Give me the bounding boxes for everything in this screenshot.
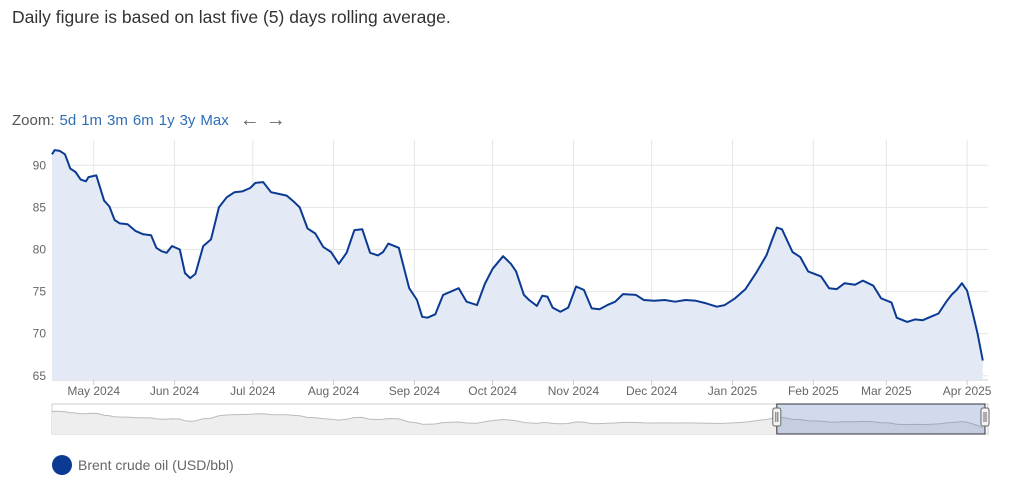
x-tick-label: Mar 2025 <box>861 384 912 398</box>
zoom-label: Zoom: <box>12 111 55 129</box>
navigator-series-fill <box>52 411 988 434</box>
y-tick-label: 85 <box>33 200 47 214</box>
legend-marker-icon <box>52 455 72 475</box>
y-tick-label: 75 <box>33 285 47 299</box>
y-tick-label: 80 <box>33 242 47 256</box>
y-tick-label: 65 <box>33 369 47 383</box>
y-tick-label: 90 <box>33 158 47 172</box>
x-tick-label: Feb 2025 <box>788 384 839 398</box>
y-tick-label: 70 <box>33 327 47 341</box>
zoom-1y-button[interactable]: 1y <box>158 111 175 129</box>
navigator-series-line <box>51 410 983 429</box>
zoom-max-button[interactable]: Max <box>200 111 229 129</box>
x-tick-label: May 2024 <box>67 384 120 398</box>
zoom-bar: Zoom: 5d 1m 3m 6m 1y 3y Max ← → <box>12 110 286 130</box>
navigator-right-handle[interactable] <box>980 407 990 427</box>
navigator-left-handle[interactable] <box>772 407 782 427</box>
x-tick-label: Apr 2025 <box>943 384 992 398</box>
zoom-5d-button[interactable]: 5d <box>59 111 77 129</box>
series-area-fill <box>52 150 983 380</box>
x-tick-label: Nov 2024 <box>548 384 600 398</box>
rolling-average-note: Daily figure is based on last five (5) d… <box>12 7 451 27</box>
handle-grip-icon <box>772 407 782 427</box>
series-line <box>51 149 984 361</box>
x-tick-label: Jul 2024 <box>230 384 276 398</box>
arrow-right-icon[interactable]: → <box>265 109 286 131</box>
zoom-3y-button[interactable]: 3y <box>179 111 196 129</box>
zoom-1m-button[interactable]: 1m <box>81 111 103 129</box>
x-tick-label: Sep 2024 <box>389 384 441 398</box>
x-tick-label: Aug 2024 <box>308 384 360 398</box>
x-tick-label: Jun 2024 <box>150 384 200 398</box>
x-axis-ticks: May 2024 Jun 2024 Jul 2024 Aug 2024 Sep 2024… <box>67 380 992 398</box>
legend[interactable]: Brent crude oil (USD/bbl) <box>52 455 234 475</box>
navigator-selected-range[interactable] <box>776 403 986 435</box>
x-tick-label: Dec 2024 <box>626 384 678 398</box>
y-axis-ticks: 65 70 75 80 85 90 <box>33 158 47 383</box>
x-tick-label: Oct 2024 <box>468 384 517 398</box>
arrow-left-icon[interactable]: ← <box>239 109 260 131</box>
legend-label: Brent crude oil (USD/bbl) <box>78 457 234 473</box>
x-tick-label: Jan 2025 <box>708 384 758 398</box>
handle-grip-icon <box>980 407 990 427</box>
zoom-6m-button[interactable]: 6m <box>132 111 154 129</box>
zoom-3m-button[interactable]: 3m <box>107 111 128 129</box>
navigator[interactable] <box>51 403 990 435</box>
